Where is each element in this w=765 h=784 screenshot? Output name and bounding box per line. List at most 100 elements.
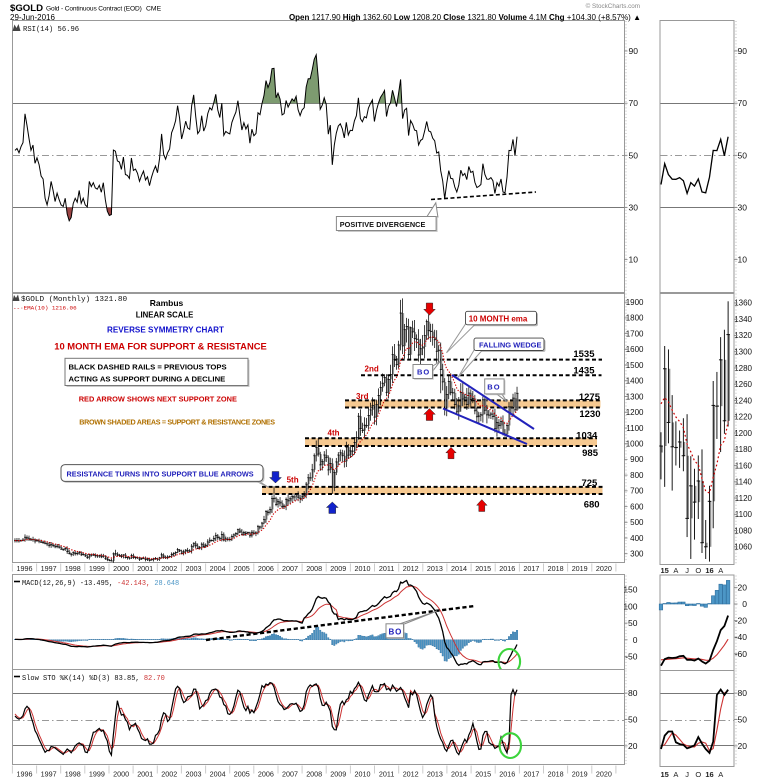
svg-text:0: 0: [633, 635, 638, 645]
svg-text:2014: 2014: [451, 770, 467, 779]
svg-text:J: J: [685, 566, 689, 575]
svg-text:10 MONTH ema: 10 MONTH ema: [469, 315, 528, 324]
svg-text:© StockCharts.com: © StockCharts.com: [586, 2, 640, 10]
svg-text:985: 985: [582, 448, 599, 459]
svg-text:2008: 2008: [306, 770, 322, 779]
svg-text:30: 30: [629, 203, 639, 213]
svg-text:BROWN SHADED AREAS = SUPPORT &: BROWN SHADED AREAS = SUPPORT & RESISTANC…: [79, 418, 275, 427]
svg-text:1996: 1996: [17, 564, 33, 573]
svg-text:10: 10: [738, 255, 748, 265]
svg-text:--·EMA(10) 1216.06: --·EMA(10) 1216.06: [13, 304, 77, 311]
svg-text:2010: 2010: [355, 564, 371, 573]
svg-text:1998: 1998: [65, 564, 81, 573]
svg-text:1000: 1000: [626, 440, 644, 449]
svg-text:2001: 2001: [137, 770, 153, 779]
svg-text:1700: 1700: [626, 329, 644, 338]
svg-text:2005: 2005: [234, 770, 250, 779]
svg-text:1535: 1535: [573, 349, 595, 360]
svg-text:1999: 1999: [89, 564, 105, 573]
svg-text:LINEAR SCALE: LINEAR SCALE: [136, 311, 194, 320]
svg-text:80: 80: [628, 688, 638, 698]
svg-text:1996: 1996: [17, 770, 33, 779]
svg-text:Open 1217.90 High 1362.60 Low: Open 1217.90 High 1362.60 Low 1208.20 Cl…: [289, 13, 641, 22]
svg-text:1400: 1400: [626, 377, 644, 386]
svg-text:600: 600: [630, 502, 644, 511]
svg-text:2011: 2011: [379, 770, 394, 779]
svg-text:2019: 2019: [572, 564, 588, 573]
svg-text:FALLING WEDGE: FALLING WEDGE: [479, 340, 542, 349]
svg-text:50: 50: [738, 150, 748, 160]
svg-text:90: 90: [738, 46, 748, 56]
svg-text:A: A: [718, 770, 723, 779]
svg-text:80: 80: [738, 688, 748, 698]
svg-text:725: 725: [581, 478, 598, 489]
svg-text:800: 800: [630, 471, 644, 480]
svg-text:50: 50: [629, 150, 639, 160]
svg-text:MACD(12,26,9) -13.495, -42.143: MACD(12,26,9) -13.495, -42.143, 28.648: [22, 580, 179, 588]
svg-text:1034: 1034: [576, 430, 598, 441]
svg-text:$GOLD (Monthly) 1321.80: $GOLD (Monthly) 1321.80: [21, 296, 127, 304]
svg-text:30: 30: [738, 203, 748, 213]
svg-text:2020: 2020: [596, 564, 612, 573]
svg-text:2015: 2015: [475, 770, 491, 779]
svg-text:16: 16: [705, 770, 713, 779]
svg-text:2003: 2003: [186, 770, 202, 779]
svg-text:2010: 2010: [355, 770, 371, 779]
svg-text:1999: 1999: [89, 770, 105, 779]
svg-text:400: 400: [630, 534, 644, 543]
svg-text:4th: 4th: [328, 428, 340, 437]
svg-text:Slow STO %K(14) %D(3) 83.85, 8: Slow STO %K(14) %D(3) 83.85, 82.70: [22, 675, 165, 683]
svg-text:1500: 1500: [626, 361, 644, 370]
svg-text:500: 500: [630, 518, 644, 527]
svg-text:90: 90: [629, 46, 639, 56]
svg-text:29-Jun-2016: 29-Jun-2016: [10, 13, 55, 22]
svg-text:20: 20: [738, 582, 748, 592]
svg-text:1300: 1300: [626, 392, 644, 401]
svg-text:A: A: [673, 566, 678, 575]
svg-text:2000: 2000: [113, 770, 129, 779]
svg-text:1275: 1275: [579, 392, 601, 403]
svg-text:5th: 5th: [287, 476, 299, 485]
svg-text:2014: 2014: [451, 564, 467, 573]
svg-text:2013: 2013: [427, 770, 443, 779]
svg-text:J: J: [685, 770, 689, 779]
svg-text:O: O: [695, 770, 701, 779]
svg-text:2019: 2019: [572, 770, 588, 779]
svg-text:Gold - Continuous Contract (EO: Gold - Continuous Contract (EOD): [46, 6, 142, 13]
svg-text:2007: 2007: [282, 770, 298, 779]
svg-text:1800: 1800: [626, 314, 644, 323]
svg-text:2016: 2016: [499, 770, 515, 779]
svg-text:680: 680: [584, 500, 600, 511]
svg-text:1900: 1900: [626, 298, 644, 307]
svg-text:1200: 1200: [626, 408, 644, 417]
svg-text:BLACK DASHED RAILS = PREVIOUS: BLACK DASHED RAILS = PREVIOUS TOPS: [69, 362, 227, 371]
svg-text:RED ARROW SHOWS NEXT SUPPORT Z: RED ARROW SHOWS NEXT SUPPORT ZONE: [79, 395, 237, 404]
svg-text:2017: 2017: [523, 770, 539, 779]
svg-text:2017: 2017: [523, 564, 539, 573]
svg-text:Rambus: Rambus: [150, 298, 184, 308]
svg-text:REVERSE SYMMETRY CHART: REVERSE SYMMETRY CHART: [107, 326, 224, 335]
svg-text:50: 50: [628, 715, 638, 725]
svg-text:2012: 2012: [403, 770, 419, 779]
svg-text:2002: 2002: [161, 770, 177, 779]
svg-text:10 MONTH EMA FOR SUPPORT & RES: 10 MONTH EMA FOR SUPPORT & RESISTANCE: [54, 341, 267, 352]
svg-text:2013: 2013: [427, 564, 443, 573]
svg-text:2018: 2018: [548, 770, 564, 779]
svg-text:2007: 2007: [282, 564, 298, 573]
svg-text:A: A: [718, 566, 723, 575]
svg-text:2005: 2005: [234, 564, 250, 573]
svg-text:20: 20: [628, 741, 638, 751]
svg-text:1998: 1998: [65, 770, 81, 779]
svg-text:BO: BO: [417, 367, 430, 376]
svg-text:70: 70: [738, 98, 748, 108]
svg-text:BO: BO: [389, 627, 403, 636]
svg-text:2016: 2016: [499, 564, 515, 573]
svg-text:2002: 2002: [161, 564, 177, 573]
svg-text:2003: 2003: [186, 564, 202, 573]
svg-text:2009: 2009: [330, 770, 346, 779]
svg-text:2008: 2008: [306, 564, 322, 573]
svg-text:RESISTANCE TURNS INTO SUPPORT: RESISTANCE TURNS INTO SUPPORT BLUE ARROW…: [67, 470, 254, 479]
svg-text:2015: 2015: [475, 564, 491, 573]
svg-text:900: 900: [630, 455, 644, 464]
svg-text:700: 700: [630, 487, 644, 496]
